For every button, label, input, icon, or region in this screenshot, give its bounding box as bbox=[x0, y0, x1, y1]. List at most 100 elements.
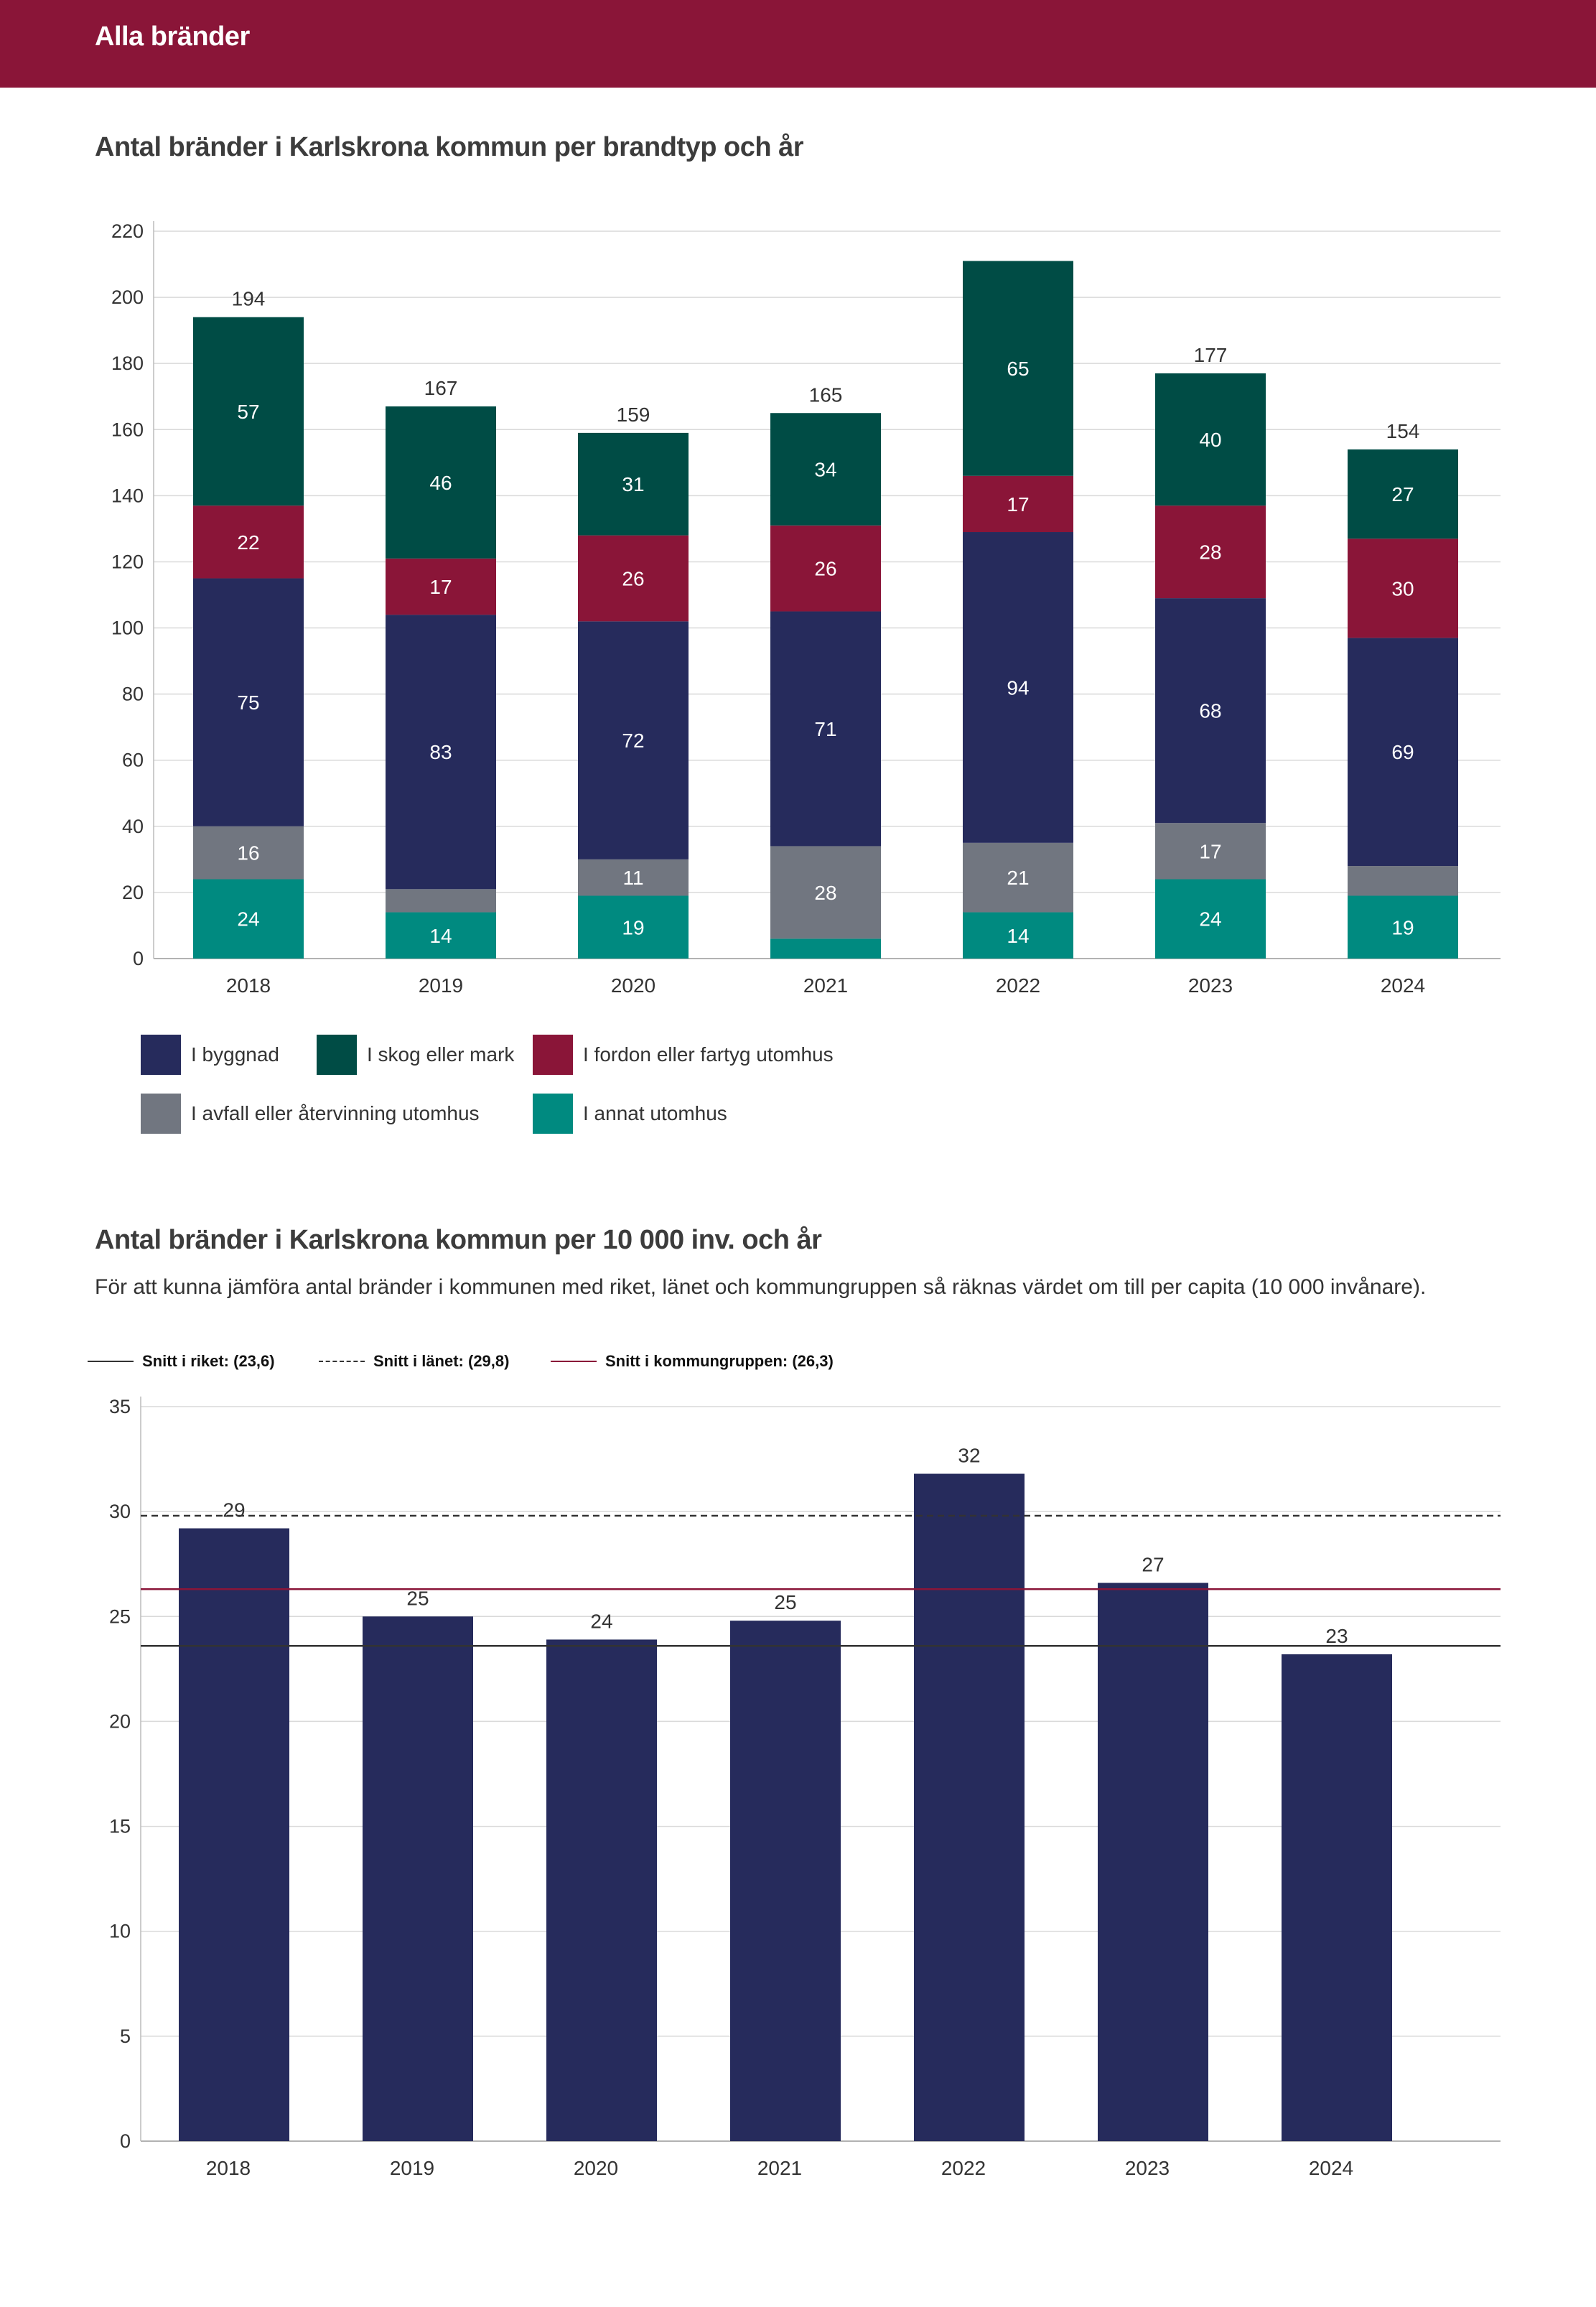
chart1-data-label: 28 bbox=[814, 882, 836, 904]
chart1-data-label: 83 bbox=[429, 741, 452, 763]
chart1-legend-swatch bbox=[141, 1094, 181, 1134]
chart1-bar-segment bbox=[1348, 539, 1458, 638]
chart1-y-tick-label: 0 bbox=[133, 948, 144, 969]
chart1-data-label: 19 bbox=[1391, 916, 1414, 938]
chart1-legend-label: I byggnad bbox=[191, 1043, 279, 1066]
chart1-data-label: 30 bbox=[1391, 577, 1414, 600]
chart2-bar bbox=[730, 1621, 841, 2141]
chart1-x-tick-label: 2022 bbox=[996, 974, 1040, 997]
page-title: Alla bränder bbox=[95, 22, 250, 52]
chart2-bar bbox=[914, 1473, 1025, 2141]
chart1-data-label: 75 bbox=[237, 691, 259, 714]
chart2-reference-legend-label: Snitt i länet: (29,8) bbox=[373, 1352, 510, 1370]
chart1-data-label: 11 bbox=[622, 867, 643, 889]
chart1-data-label: 40 bbox=[1199, 429, 1221, 451]
chart2-description: För att kunna jämföra antal bränder i ko… bbox=[95, 1275, 1427, 1299]
chart2-value-label: 25 bbox=[406, 1587, 429, 1609]
chart1-bar-segment bbox=[578, 859, 689, 896]
chart1-data-label: 24 bbox=[1199, 908, 1221, 931]
chart1-y-tick-label: 40 bbox=[122, 816, 144, 837]
chart1-data-label: 26 bbox=[814, 558, 836, 580]
chart1-data-label: 94 bbox=[1007, 676, 1029, 699]
chart2-x-tick-label: 2024 bbox=[1309, 2157, 1353, 2179]
chart1-total-label: 159 bbox=[617, 404, 650, 426]
chart2-value-label: 24 bbox=[590, 1610, 612, 1632]
chart1-data-label: 71 bbox=[814, 718, 836, 740]
chart1-y-tick-label: 220 bbox=[111, 220, 144, 242]
chart1-title: Antal bränder i Karlskrona kommun per br… bbox=[95, 132, 804, 162]
chart1-bar-segment bbox=[770, 846, 881, 939]
chart1-data-label: 19 bbox=[622, 916, 644, 938]
chart1-bar-segment bbox=[1348, 449, 1458, 539]
chart1-data-label: 27 bbox=[1391, 483, 1414, 505]
chart1-total-label: 194 bbox=[232, 288, 266, 310]
chart1-y-tick-label: 200 bbox=[111, 286, 144, 308]
chart1-bar-segment bbox=[963, 842, 1073, 913]
chart1-legend-swatch bbox=[141, 1035, 181, 1075]
chart1-legend-swatch bbox=[317, 1035, 357, 1075]
chart1-data-label: 28 bbox=[1199, 541, 1221, 564]
chart2-bar bbox=[363, 1616, 473, 2141]
chart1-data-label: 69 bbox=[1391, 741, 1414, 763]
chart1-bar-segment bbox=[1348, 638, 1458, 867]
chart1-bar-segment bbox=[386, 558, 496, 615]
chart1-data-label: 65 bbox=[1007, 358, 1029, 380]
chart2-y-tick-label: 35 bbox=[109, 1396, 131, 1417]
chart1-bar-segment bbox=[1155, 823, 1266, 880]
chart1-bar-segment bbox=[1155, 879, 1266, 959]
chart1-bar-segment bbox=[193, 578, 304, 826]
chart2-y-tick-label: 5 bbox=[120, 2026, 131, 2047]
chart1-bar-segment bbox=[963, 532, 1073, 843]
chart1-data-label: 14 bbox=[429, 925, 452, 947]
chart2-x-tick-label: 2020 bbox=[574, 2157, 618, 2179]
chart1-legend-label: I skog eller mark bbox=[367, 1043, 515, 1066]
chart1-x-tick-label: 2020 bbox=[611, 974, 655, 997]
chart1-data-label: 16 bbox=[237, 842, 259, 864]
chart2-bar bbox=[179, 1528, 289, 2141]
chart2-y-tick-label: 30 bbox=[109, 1501, 131, 1522]
chart1-bar-segment bbox=[770, 525, 881, 612]
chart1-data-label: 14 bbox=[1007, 925, 1029, 947]
chart2-y-tick-label: 20 bbox=[109, 1710, 131, 1732]
chart1-bar-segment bbox=[1155, 598, 1266, 824]
chart2-value-label: 29 bbox=[223, 1499, 245, 1521]
chart2-x-tick-label: 2023 bbox=[1125, 2157, 1170, 2179]
chart1-y-tick-label: 80 bbox=[122, 684, 144, 705]
chart1-x-tick-label: 2018 bbox=[226, 974, 271, 997]
chart1-x-tick-label: 2023 bbox=[1188, 974, 1233, 997]
chart1-y-tick-label: 100 bbox=[111, 617, 144, 639]
chart1-bar-segment bbox=[1348, 866, 1458, 896]
chart1-y-tick-label: 140 bbox=[111, 485, 144, 506]
chart1-legend-label: I annat utomhus bbox=[583, 1102, 727, 1124]
chart1-total-label: 177 bbox=[1194, 344, 1228, 366]
chart1-bar-segment bbox=[578, 895, 689, 959]
chart1-bar-segment bbox=[193, 879, 304, 959]
chart1-bar-segment bbox=[193, 826, 304, 880]
chart1-bar-segment bbox=[578, 535, 689, 622]
chart2-value-label: 32 bbox=[958, 1445, 980, 1467]
chart1-data-label: 68 bbox=[1199, 700, 1221, 722]
chart1-bar-segment bbox=[578, 621, 689, 859]
chart2-title: Antal bränder i Karlskrona kommun per 10… bbox=[95, 1225, 822, 1255]
chart1-bar-segment bbox=[193, 505, 304, 579]
chart1-data-label: 57 bbox=[237, 401, 259, 423]
chart1-data-label: 31 bbox=[622, 473, 644, 495]
chart1-stacked-bar-chart: 0 20 40 60 80 100 120 140 160 180 200 220 24 16 75 22 57… bbox=[111, 220, 1501, 997]
chart1-data-label: 17 bbox=[429, 576, 452, 598]
chart1-y-tick-label: 20 bbox=[122, 882, 144, 903]
chart1-data-label: 72 bbox=[622, 730, 644, 752]
chart2-reference-legend-line bbox=[319, 1361, 365, 1362]
chart2-x-tick-label: 2018 bbox=[206, 2157, 251, 2179]
chart1-bar-segment bbox=[386, 406, 496, 559]
chart1-legend-swatch bbox=[533, 1094, 573, 1134]
chart1-legend-item: I skog eller mark bbox=[317, 1035, 514, 1075]
chart2-x-tick-label: 2021 bbox=[757, 2157, 802, 2179]
chart1-total-label: 154 bbox=[1386, 420, 1420, 442]
chart1-bar-segment bbox=[963, 261, 1073, 476]
chart1-bar-segment bbox=[193, 317, 304, 506]
chart2-reference-legend-line bbox=[551, 1361, 597, 1362]
chart1-legend-item: I avfall eller återvinning utomhus bbox=[141, 1094, 480, 1134]
chart1-data-label: 46 bbox=[429, 472, 452, 494]
chart1-y-tick-label: 160 bbox=[111, 419, 144, 440]
chart1-bar-segment bbox=[1155, 505, 1266, 599]
